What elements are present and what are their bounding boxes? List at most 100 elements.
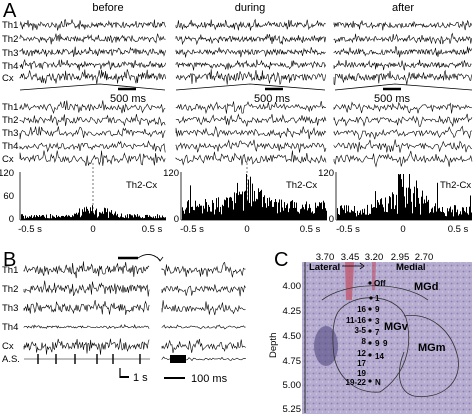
hist-bar [339,214,340,220]
hist-bar [315,202,316,220]
b-trace-left-4 [23,338,150,355]
hist-before-ytick-120: 120 [0,168,14,179]
hist-bar [132,215,133,220]
hist-bar [277,213,278,220]
hist-bar [443,212,444,220]
hist-bar [236,193,237,220]
site-label-3-5: 3-5 [354,326,366,335]
hist-bar [449,208,450,220]
hist-bar [258,188,259,220]
hist-bar [276,201,277,220]
hist-bar [52,215,53,220]
hist-bar [287,203,288,220]
hist-bar [209,206,210,220]
hist-bar [234,192,235,220]
hist-bar [116,215,117,220]
hist-bar [293,208,294,220]
hist-during-ytick-0: 0 [174,214,179,225]
hist-bar [106,212,107,220]
hist-bar [131,215,132,220]
hist-bar [141,218,142,220]
b-trace-left-1 [23,280,150,297]
hist-bar [399,174,400,220]
hist-before-ytick-0: 0 [9,214,14,225]
hist-bar [194,210,195,220]
hist-bar [241,194,242,220]
hist-bar [189,213,190,220]
top-tick-2.95: 2.95 [391,252,410,263]
hist-bar [123,217,124,220]
hist-after-ytick-120: 120 [318,168,334,179]
top-traces [19,18,472,86]
hist-bar [309,204,310,220]
site-dot-1 [369,296,373,300]
hist-bar [81,215,82,220]
hist-bar [246,174,247,220]
hist-bar [75,213,76,220]
hist-bar [368,215,369,220]
hist-bar [430,212,431,220]
hist-before-ytick-60: 60 [3,191,14,202]
hist-bar [164,217,165,220]
hist-bar [252,183,253,220]
hist-bar [319,202,320,220]
hist-bar [423,203,424,220]
hist-bar [154,218,155,220]
site-label-19: 19 [357,369,366,378]
hist-bar [215,209,216,220]
hist-bar [125,215,126,220]
b-trace-left-0 [23,261,150,279]
region-label-mgd: MGd [414,281,438,293]
hist-bar [101,213,102,220]
hist-bar [212,200,213,220]
hist-bar [402,186,403,220]
hist-bar [94,214,95,220]
top-channel-labels: Th1 Th2 Th3 Th4 Cx [2,20,18,84]
hist-bar [313,213,314,220]
hist-bar [231,197,232,220]
hist-bar [47,218,48,220]
hist-bar [296,202,297,220]
hist-bar [37,216,38,220]
hist-bar [324,202,325,220]
hist-bar [249,203,250,220]
hist-bar [159,215,160,220]
hist-bar [100,212,101,220]
hist-bar [361,214,362,220]
hist-bar [121,213,122,220]
hist-bar [455,205,456,220]
trace-zoom-2-3 [333,139,473,153]
hist-bar [205,199,206,220]
scale-label-before: 500 ms [110,93,147,105]
hist-bar [421,196,422,220]
hist-bar [275,199,276,220]
hist-bar [344,205,345,220]
hist-bar [445,216,446,220]
site-dot-14 [368,353,372,357]
region-label-mgm: MGm [418,342,446,354]
hist-bar [378,202,379,220]
hist-bar [260,190,261,220]
hist-bar [42,215,43,220]
hist-bar [95,210,96,220]
hist-bar [117,213,118,220]
hist-bar [29,216,30,220]
hist-bar [107,208,108,220]
hist-bar [147,214,148,220]
histogram-during: 120 0 Th2-Cx -0.5 s 0 0.5 s [163,163,327,235]
hist-bar [227,197,228,220]
hist-bar [281,199,282,220]
hist-bar [468,214,469,220]
hist-bar [342,208,343,220]
hist-bar [89,213,90,220]
hist-bar [86,206,87,220]
hist-bar [312,211,313,220]
hist-bar [68,215,69,220]
hist-bar [388,203,389,220]
hist-bar [283,210,284,220]
hist-before-xtick-zero: 0 [90,224,95,235]
hist-bar [198,207,199,220]
hist-bar [192,206,193,220]
hist-after-xtick-zero: 0 [400,224,405,235]
